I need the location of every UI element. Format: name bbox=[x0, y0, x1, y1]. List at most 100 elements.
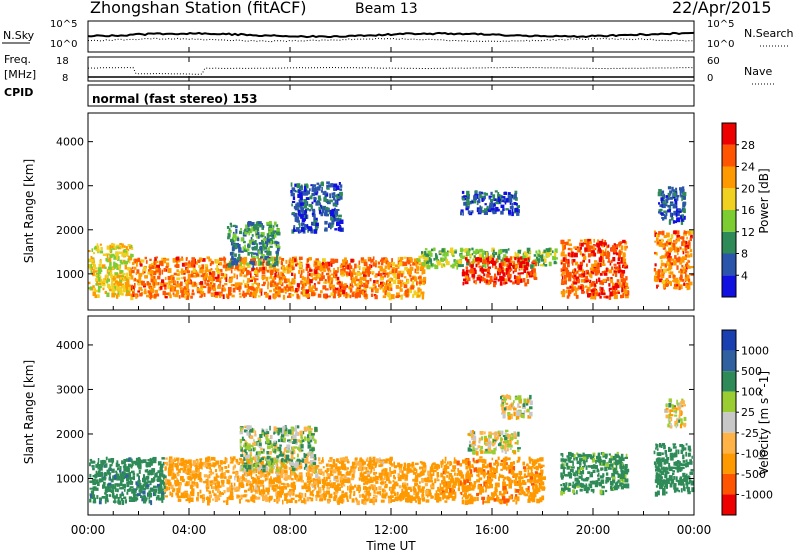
velocity-cell bbox=[99, 478, 102, 483]
power-cell bbox=[682, 191, 687, 197]
velocity-cell bbox=[169, 491, 171, 496]
velocity-cell bbox=[186, 465, 190, 468]
power-cell bbox=[314, 269, 318, 275]
power-cell bbox=[127, 291, 131, 296]
power-cell bbox=[203, 293, 206, 297]
power-cell bbox=[328, 209, 331, 215]
velocity-cell bbox=[260, 483, 263, 487]
power-cell bbox=[293, 193, 295, 196]
power-cell bbox=[329, 277, 334, 282]
velocity-cell bbox=[150, 500, 153, 506]
power-cell bbox=[250, 237, 253, 241]
power-cell bbox=[215, 259, 220, 264]
power-cell bbox=[246, 292, 249, 295]
power-cell bbox=[135, 272, 138, 276]
power-cell bbox=[512, 261, 515, 266]
power-cell bbox=[264, 266, 267, 272]
power-cell bbox=[294, 183, 297, 187]
power-cell bbox=[116, 255, 119, 260]
power-cell bbox=[293, 274, 296, 280]
velocity-cell bbox=[191, 488, 195, 493]
power-cell bbox=[116, 275, 119, 279]
power-cell bbox=[338, 283, 343, 287]
power-cell bbox=[97, 248, 100, 253]
power-cell bbox=[196, 273, 200, 277]
power-cell bbox=[676, 230, 680, 235]
power-cell bbox=[622, 239, 626, 244]
power-cell bbox=[526, 273, 528, 279]
power-cell bbox=[209, 274, 212, 277]
velocity-cell bbox=[145, 484, 150, 487]
velocity-cell bbox=[119, 493, 122, 499]
power-cell bbox=[668, 193, 671, 198]
power-cell bbox=[616, 252, 619, 256]
velocity-cell bbox=[194, 482, 198, 487]
power-cell bbox=[411, 279, 414, 283]
velocity-cell bbox=[289, 500, 293, 503]
velocity-cell bbox=[91, 478, 96, 481]
power-cell bbox=[687, 266, 691, 269]
power-cell bbox=[334, 194, 337, 197]
velocity-cell bbox=[344, 457, 348, 462]
velocity-cell bbox=[92, 479, 96, 485]
velocity-cell bbox=[322, 493, 326, 497]
power-cell bbox=[673, 230, 677, 235]
velocity-cell bbox=[145, 497, 148, 500]
power-region bbox=[461, 256, 538, 288]
velocity-cell bbox=[89, 473, 92, 478]
velocity-cell bbox=[114, 483, 119, 486]
power-cell bbox=[251, 246, 254, 250]
power-cell bbox=[128, 259, 131, 264]
velocity-cell bbox=[291, 470, 295, 476]
power-cell bbox=[284, 286, 287, 291]
power-cell bbox=[230, 278, 233, 282]
power-cell bbox=[466, 196, 470, 202]
power-cell bbox=[262, 225, 265, 228]
velocity-cell bbox=[268, 487, 270, 492]
power-cell bbox=[196, 288, 200, 292]
power-cell bbox=[523, 251, 527, 256]
power-cell bbox=[587, 293, 591, 297]
power-cell bbox=[580, 261, 584, 265]
power-cell bbox=[599, 262, 602, 268]
power-cell bbox=[251, 291, 254, 297]
velocity-cell bbox=[251, 499, 255, 502]
velocity-cell bbox=[253, 479, 258, 484]
power-cell bbox=[164, 282, 168, 285]
velocity-cell bbox=[351, 498, 355, 503]
power-cell bbox=[300, 270, 303, 275]
power-cell bbox=[113, 265, 117, 269]
power-cell bbox=[279, 256, 282, 260]
power-cell bbox=[433, 257, 436, 261]
power-cell bbox=[688, 231, 691, 236]
power-cell bbox=[422, 254, 426, 257]
power-cell bbox=[571, 262, 574, 266]
power-cell bbox=[665, 198, 669, 203]
power-cell bbox=[668, 264, 671, 270]
power-cell bbox=[527, 250, 530, 254]
velocity-cell bbox=[293, 472, 296, 475]
velocity-cell bbox=[286, 499, 288, 504]
power-cell bbox=[280, 279, 283, 285]
power-cell bbox=[88, 281, 91, 285]
power-cell bbox=[565, 273, 569, 278]
velocity-cell bbox=[99, 472, 102, 477]
velocity-cell bbox=[123, 467, 128, 472]
power-cell bbox=[283, 278, 288, 283]
power-cell bbox=[403, 284, 408, 289]
velocity-cell bbox=[214, 469, 218, 473]
power-cell bbox=[128, 287, 132, 291]
power-cell bbox=[206, 282, 210, 286]
velocity-cell bbox=[315, 496, 318, 501]
power-cell bbox=[249, 260, 254, 264]
power-cell bbox=[496, 267, 499, 272]
velocity-cell bbox=[106, 499, 109, 503]
velocity-cell bbox=[168, 460, 172, 465]
power-cell bbox=[271, 278, 275, 281]
power-cell bbox=[514, 197, 518, 201]
power-cell bbox=[409, 289, 412, 294]
power-cell bbox=[92, 271, 95, 277]
power-cell bbox=[400, 283, 403, 288]
power-cell bbox=[336, 282, 339, 285]
power-cell bbox=[615, 283, 618, 288]
